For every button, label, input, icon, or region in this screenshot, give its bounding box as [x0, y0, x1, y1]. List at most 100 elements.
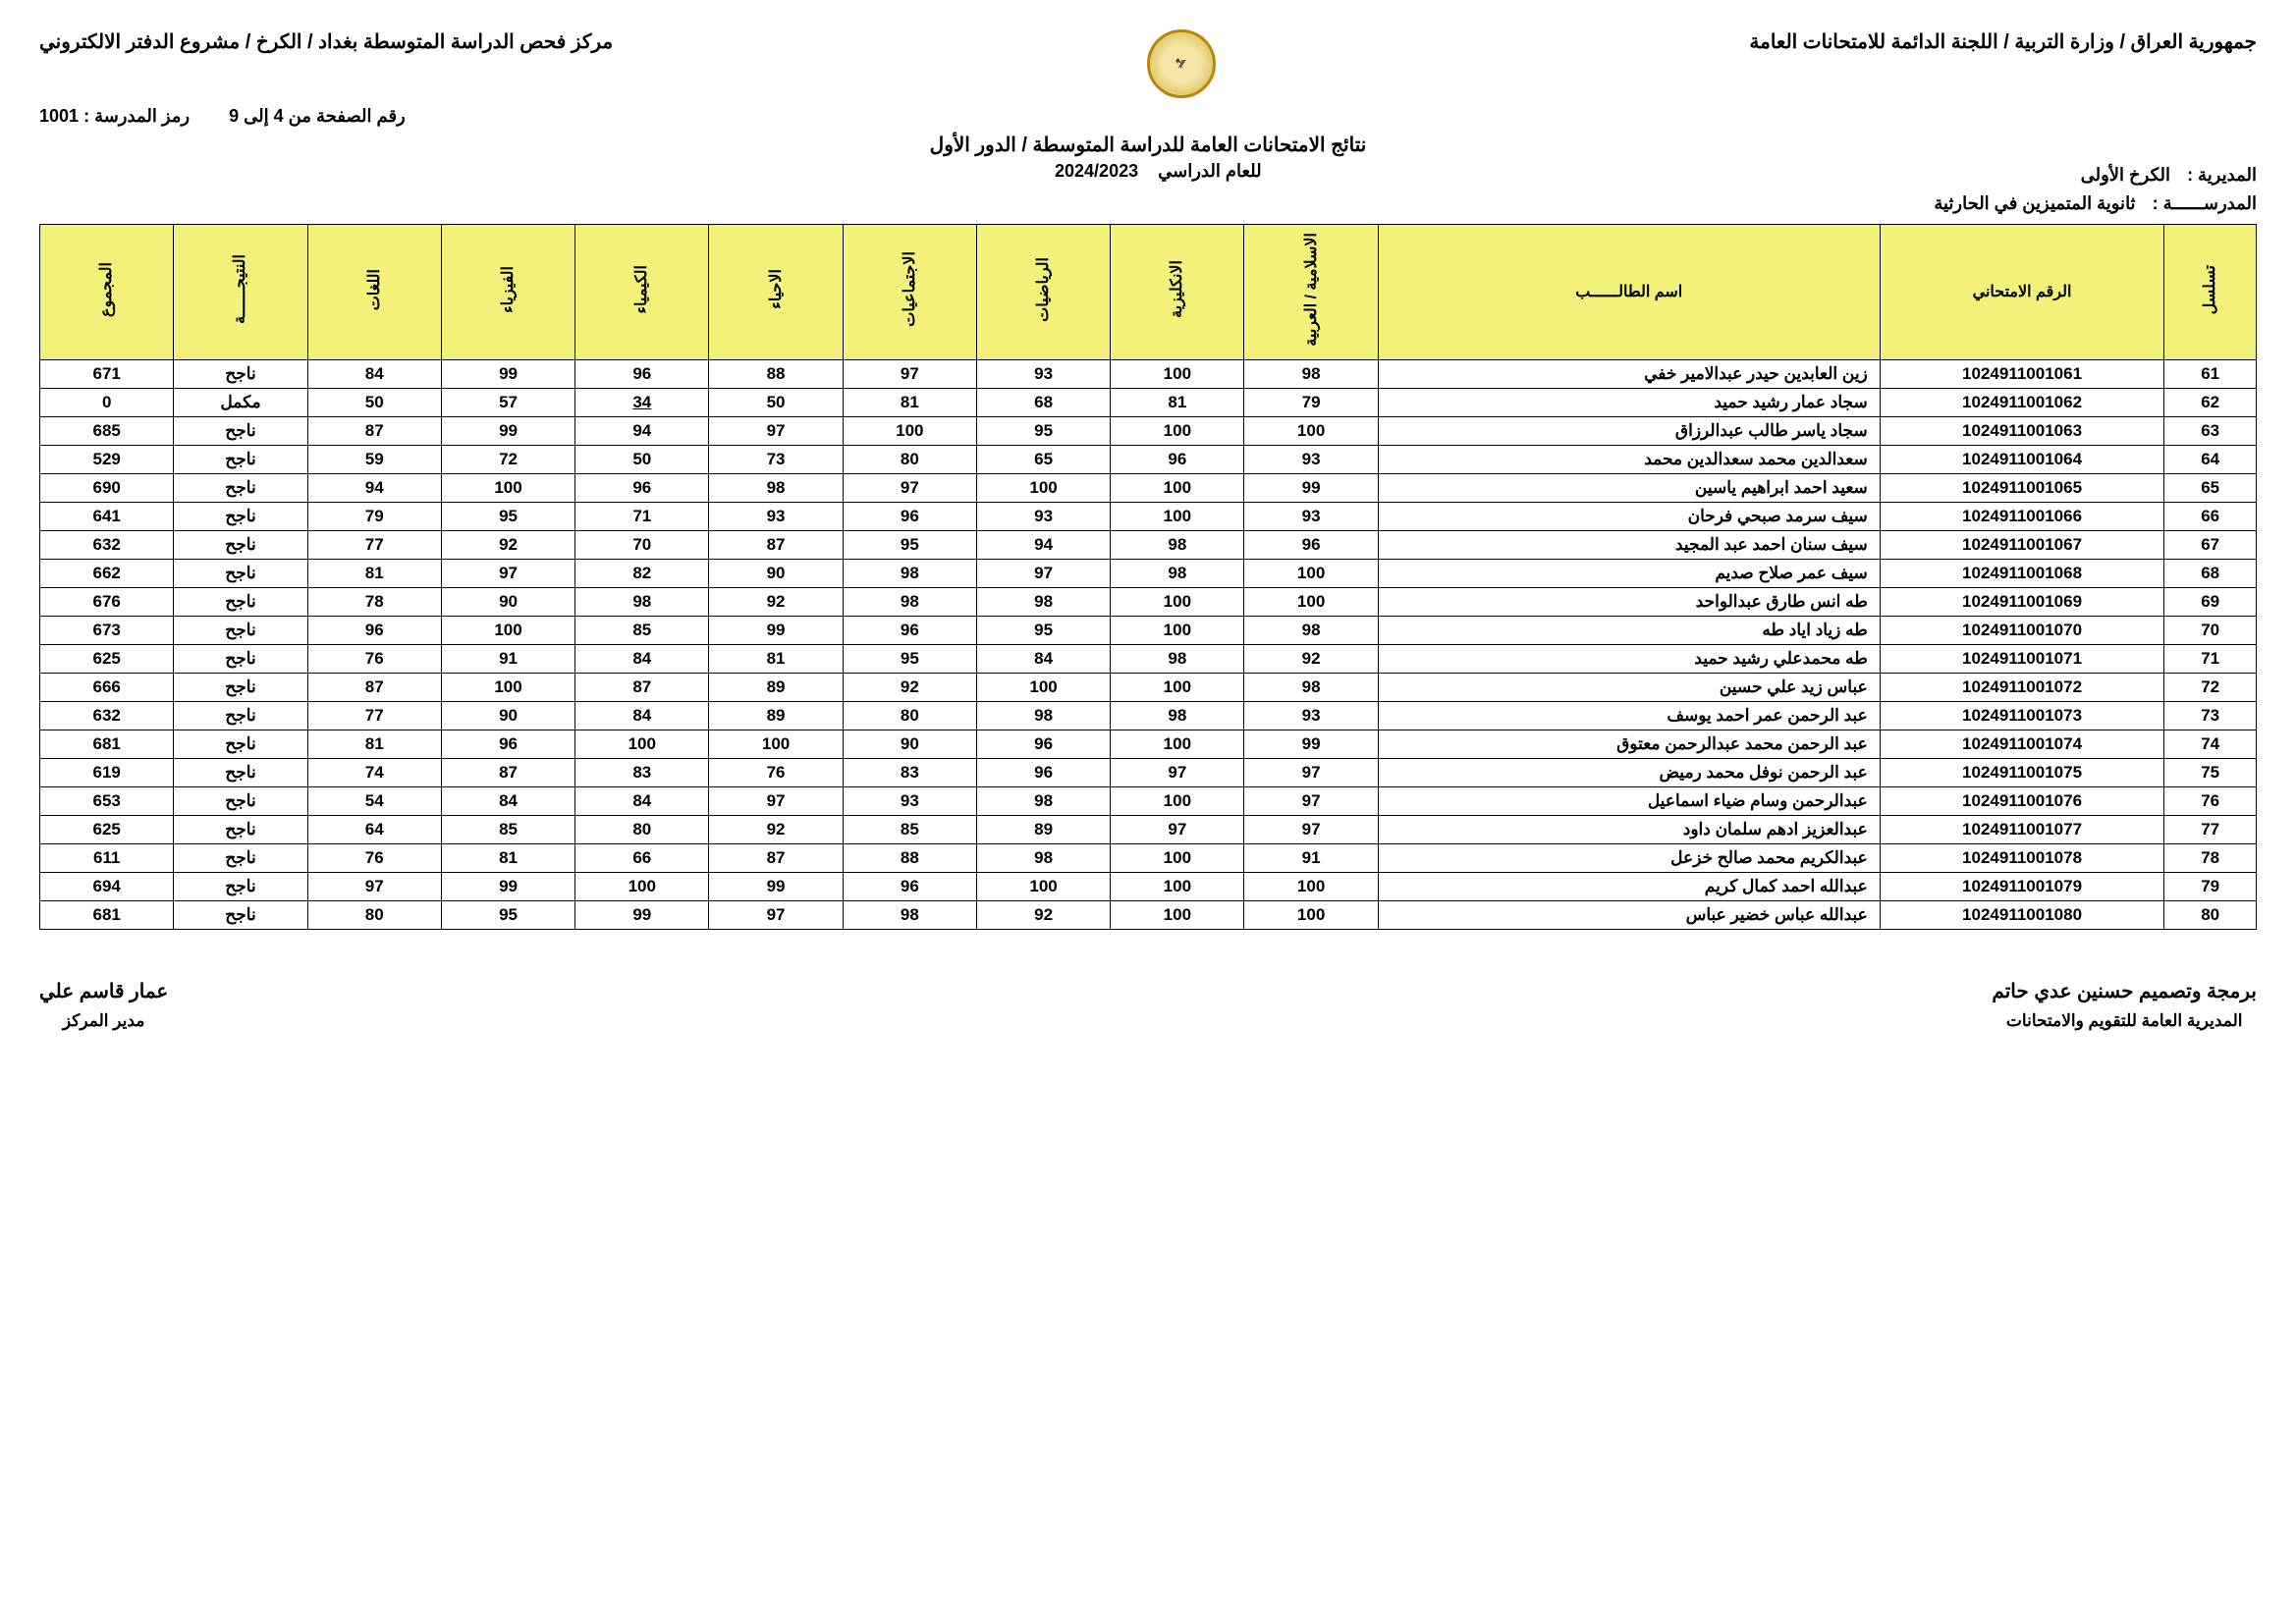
cell-score: 92 [709, 587, 843, 616]
cell-score: 100 [1111, 730, 1244, 758]
cell-score: 81 [441, 843, 574, 872]
table-row: 741024911001074عبد الرحمن محمد عبدالرحمن… [40, 730, 2257, 758]
cell-score: 100 [843, 416, 976, 445]
cell-score: 94 [976, 530, 1110, 559]
cell-name: عبد الرحمن عمر احمد يوسف [1378, 701, 1880, 730]
cell-score: 100 [1111, 587, 1244, 616]
cell-score: 68 [976, 388, 1110, 416]
cell-name: عبدالله عباس خضير عباس [1378, 900, 1880, 929]
cell-score: 90 [441, 587, 574, 616]
cell-result: ناجح [174, 900, 307, 929]
cell-total: 666 [40, 673, 174, 701]
cell-score: 80 [307, 900, 441, 929]
cell-exam: 1024911001076 [1880, 786, 2164, 815]
cell-result: ناجح [174, 502, 307, 530]
cell-score: 93 [976, 359, 1110, 388]
cell-score: 89 [976, 815, 1110, 843]
cell-score: 96 [1244, 530, 1378, 559]
cell-score: 76 [709, 758, 843, 786]
cell-score: 80 [843, 445, 976, 473]
cell-name: عبدالكريم محمد صالح خزعل [1378, 843, 1880, 872]
cell-result: ناجح [174, 786, 307, 815]
cell-score: 92 [976, 900, 1110, 929]
table-body: 611024911001061زين العابدين حيدر عبدالام… [40, 359, 2257, 929]
cell-result: ناجح [174, 359, 307, 388]
cell-score: 96 [843, 872, 976, 900]
cell-score: 95 [441, 900, 574, 929]
cell-score: 100 [1111, 473, 1244, 502]
cell-score: 94 [307, 473, 441, 502]
cell-result: مكمل [174, 388, 307, 416]
cell-score: 98 [976, 701, 1110, 730]
cell-score: 50 [575, 445, 709, 473]
cell-score: 98 [575, 587, 709, 616]
cell-score: 96 [575, 359, 709, 388]
center-line: مركز فحص الدراسة المتوسطة بغداد / الكرخ … [39, 29, 613, 54]
cell-result: ناجح [174, 872, 307, 900]
cell-score: 98 [976, 587, 1110, 616]
cell-total: 529 [40, 445, 174, 473]
cell-score: 34 [575, 388, 709, 416]
cell-score: 91 [441, 644, 574, 673]
cell-result: ناجح [174, 644, 307, 673]
cell-score: 97 [709, 416, 843, 445]
cell-seq: 69 [2164, 587, 2257, 616]
cell-exam: 1024911001073 [1880, 701, 2164, 730]
cell-seq: 78 [2164, 843, 2257, 872]
table-row: 701024911001070طه زياد اياد طه9810095969… [40, 616, 2257, 644]
cell-score: 96 [976, 758, 1110, 786]
cell-seq: 71 [2164, 644, 2257, 673]
cell-score: 100 [575, 730, 709, 758]
col-islamic: الاسلامية / العربية [1244, 225, 1378, 360]
cell-score: 80 [843, 701, 976, 730]
cell-score: 97 [1111, 815, 1244, 843]
cell-seq: 62 [2164, 388, 2257, 416]
cell-name: عبدالرحمن وسام ضياء اسماعيل [1378, 786, 1880, 815]
cell-score: 100 [976, 673, 1110, 701]
cell-score: 100 [1111, 872, 1244, 900]
cell-score: 83 [843, 758, 976, 786]
gov-line: جمهورية العراق / وزارة التربية / اللجنة … [1749, 29, 2257, 54]
cell-name: سعدالدين محمد سعدالدين محمد [1378, 445, 1880, 473]
cell-seq: 77 [2164, 815, 2257, 843]
cell-exam: 1024911001066 [1880, 502, 2164, 530]
cell-name: سجاد ياسر طالب عبدالرزاق [1378, 416, 1880, 445]
cell-total: 662 [40, 559, 174, 587]
cell-score: 97 [843, 473, 976, 502]
cell-score: 90 [441, 701, 574, 730]
cell-total: 641 [40, 502, 174, 530]
cell-score: 98 [976, 843, 1110, 872]
year-line: للعام الدراسي 2024/2023 [1055, 161, 1262, 182]
cell-score: 92 [843, 673, 976, 701]
cell-result: ناجح [174, 530, 307, 559]
cell-score: 97 [709, 786, 843, 815]
cell-exam: 1024911001072 [1880, 673, 2164, 701]
cell-name: عبد الرحمن نوفل محمد رميض [1378, 758, 1880, 786]
cell-score: 84 [575, 786, 709, 815]
cell-score: 59 [307, 445, 441, 473]
cell-score: 76 [307, 644, 441, 673]
col-result: النتيجــــــة [174, 225, 307, 360]
cell-total: 694 [40, 872, 174, 900]
table-header-row: تسلسل الرقم الامتحاني اسم الطالــــــب ا… [40, 225, 2257, 360]
cell-score: 100 [976, 872, 1110, 900]
cell-name: عباس زيد علي حسين [1378, 673, 1880, 701]
cell-name: عبدالله احمد كمال كريم [1378, 872, 1880, 900]
cell-name: طه انس طارق عبدالواحد [1378, 587, 1880, 616]
cell-score: 87 [575, 673, 709, 701]
cell-score: 97 [1111, 758, 1244, 786]
cell-score: 99 [709, 872, 843, 900]
cell-total: 653 [40, 786, 174, 815]
cell-score: 97 [1244, 786, 1378, 815]
directorate-label: المديرية : [2187, 165, 2257, 185]
cell-exam: 1024911001067 [1880, 530, 2164, 559]
cell-score: 100 [1111, 359, 1244, 388]
cell-score: 85 [843, 815, 976, 843]
cell-score: 91 [1244, 843, 1378, 872]
cell-score: 81 [307, 730, 441, 758]
year-value: 2024/2023 [1055, 161, 1138, 181]
cell-total: 681 [40, 730, 174, 758]
cell-score: 95 [843, 530, 976, 559]
cell-score: 100 [709, 730, 843, 758]
cell-score: 77 [307, 701, 441, 730]
